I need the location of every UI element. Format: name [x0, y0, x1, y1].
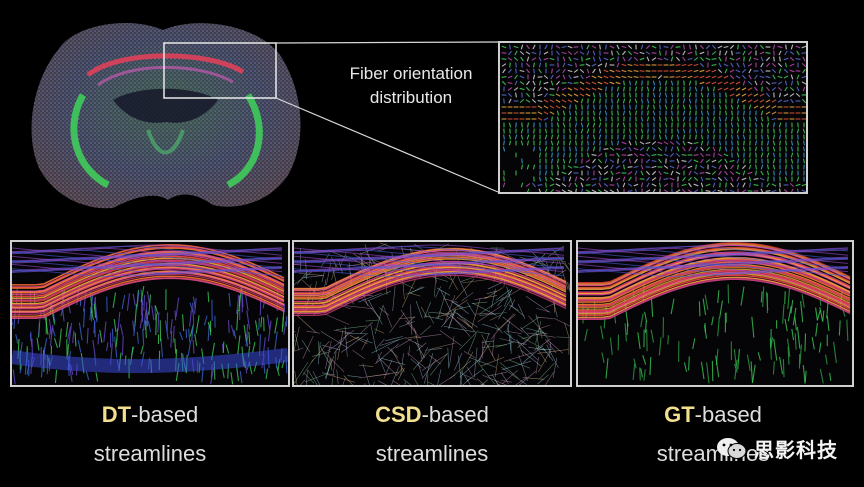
callout-line-1: Fiber orientation [349, 64, 473, 83]
csd-caption: CSD-based streamlines [337, 400, 527, 469]
dt-caption: DT-based streamlines [55, 400, 245, 469]
brain-section-image [18, 10, 313, 220]
gt-suffix: -based [694, 402, 762, 427]
dt-highlight: DT [101, 402, 132, 427]
fod-callout-label: Fiber orientation distribution [326, 62, 496, 110]
watermark-text: 思影科技 [754, 438, 838, 462]
csd-line2: streamlines [375, 441, 489, 466]
gt-caption: GT-based streamlines [618, 400, 808, 469]
fod-zoom-inset [498, 41, 808, 194]
dt-suffix: -based [131, 402, 199, 427]
panel-gt-streamlines [576, 240, 854, 387]
panel-csd-streamlines [292, 240, 572, 387]
callout-line-2: distribution [369, 88, 453, 107]
dt-line2: streamlines [93, 441, 207, 466]
watermark: 思影科技 [716, 434, 838, 463]
csd-highlight: CSD [375, 402, 422, 427]
csd-suffix: -based [421, 402, 489, 427]
gt-highlight: GT [664, 402, 695, 427]
gt-line2: streamlines [656, 441, 770, 466]
panel-dt-streamlines [10, 240, 290, 387]
wechat-icon [716, 436, 748, 462]
